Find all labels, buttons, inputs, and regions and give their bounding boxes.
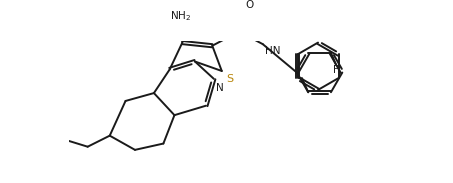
Text: HN: HN [265, 46, 281, 56]
Text: S: S [226, 74, 233, 83]
Text: F: F [333, 65, 339, 75]
Text: N: N [217, 83, 224, 93]
Text: NH$_2$: NH$_2$ [170, 9, 191, 23]
Text: O: O [245, 0, 253, 10]
